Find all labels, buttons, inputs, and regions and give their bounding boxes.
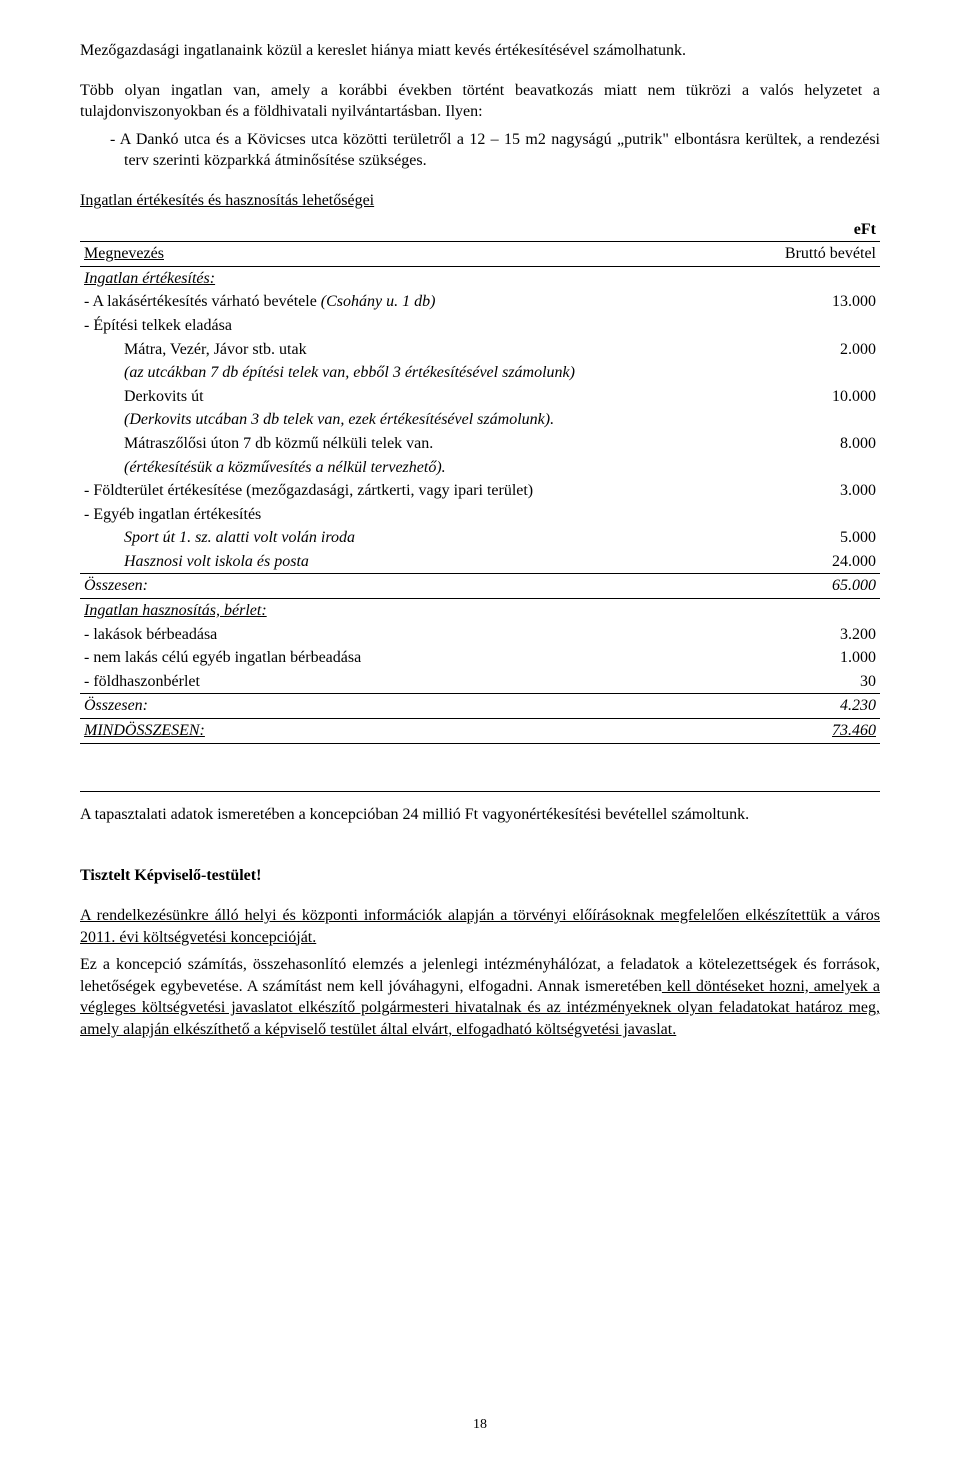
table-row: Mátraszőlősi úton 7 db közmű nélküli tel… xyxy=(80,432,880,456)
table-row: (Derkovits utcában 3 db telek van, ezek … xyxy=(80,408,880,432)
paragraph: Ez a koncepció számítás, összehasonlító … xyxy=(80,954,880,1040)
header-row: Megnevezés Bruttó bevétel xyxy=(80,242,880,267)
table-row: - Építési telkek eladása xyxy=(80,314,880,338)
row-label: Mátra, Vezér, Jávor stb. utak xyxy=(80,338,732,362)
header-right: Bruttó bevétel xyxy=(732,242,880,267)
row-value: 10.000 xyxy=(732,385,880,409)
row-label: - A lakásértékesítés várható bevétele (C… xyxy=(84,293,435,310)
table-row: Sport út 1. sz. alatti volt volán iroda … xyxy=(80,526,880,550)
group-title: Ingatlan értékesítés: xyxy=(84,270,215,287)
paragraph: A rendelkezésünkre álló helyi és központ… xyxy=(80,905,880,948)
group-title-row: Ingatlan hasznosítás, bérlet: xyxy=(80,599,880,623)
table-row: (az utcákban 7 db építési telek van, ebb… xyxy=(80,361,880,385)
row-value: 24.000 xyxy=(732,550,880,574)
row-label: - lakások bérbeadása xyxy=(80,623,732,647)
row-label: Sport út 1. sz. alatti volt volán iroda xyxy=(80,526,732,550)
document-page: Mezőgazdasági ingatlanaink közül a keres… xyxy=(0,0,960,1463)
row-label: - Építési telkek eladása xyxy=(80,314,880,338)
paragraph: Mezőgazdasági ingatlanaink közül a keres… xyxy=(80,40,880,62)
row-value: 2.000 xyxy=(732,338,880,362)
page-number: 18 xyxy=(0,1417,960,1433)
subtotal-row: Összesen: 65.000 xyxy=(80,574,880,599)
grand-label: MINDÖSSZESEN: xyxy=(84,722,205,739)
table-row: - A lakásértékesítés várható bevétele (C… xyxy=(80,290,880,314)
grand-total-row: MINDÖSSZESEN: 73.460 xyxy=(80,719,880,744)
subtotal-value: 65.000 xyxy=(732,574,880,599)
table-row: Hasznosi volt iskola és posta 24.000 xyxy=(80,550,880,574)
paragraph: A tapasztalati adatok ismeretében a konc… xyxy=(80,804,880,826)
subtotal-label: Összesen: xyxy=(80,694,732,719)
row-value: 13.000 xyxy=(732,290,880,314)
row-value: 3.200 xyxy=(732,623,880,647)
revenue-table: eFt Megnevezés Bruttó bevétel Ingatlan é… xyxy=(80,218,880,792)
group-title-row: Ingatlan értékesítés: xyxy=(80,266,880,290)
row-note: (értékesítésük a közművesítés a nélkül t… xyxy=(80,456,880,480)
table-row: Mátra, Vezér, Jávor stb. utak 2.000 xyxy=(80,338,880,362)
row-label: Derkovits út xyxy=(80,385,732,409)
empty-row xyxy=(80,743,880,767)
row-label: Hasznosi volt iskola és posta xyxy=(80,550,732,574)
subtotal-value: 4.230 xyxy=(732,694,880,719)
group-title: Ingatlan hasznosítás, bérlet: xyxy=(84,602,267,619)
row-note: (Derkovits utcában 3 db telek van, ezek … xyxy=(80,408,880,432)
row-note: (az utcákban 7 db építési telek van, ebb… xyxy=(80,361,880,385)
table-row: Derkovits út 10.000 xyxy=(80,385,880,409)
bullet-item: - A Dankó utca és a Kövicses utca között… xyxy=(80,129,880,172)
salutation: Tisztelt Képviselő-testület! xyxy=(80,865,880,887)
section-heading: Ingatlan értékesítés és hasznosítás lehe… xyxy=(80,190,880,212)
row-value: 30 xyxy=(732,670,880,694)
table-row: - Földterület értékesítése (mezőgazdaság… xyxy=(80,479,880,503)
row-value: 3.000 xyxy=(732,479,880,503)
subtotal-label: Összesen: xyxy=(80,574,732,599)
grand-value: 73.460 xyxy=(832,722,876,739)
paragraph: Több olyan ingatlan van, amely a korábbi… xyxy=(80,80,880,123)
table-row: - Egyéb ingatlan értékesítés xyxy=(80,503,880,527)
unit-row: eFt xyxy=(80,218,880,242)
unit-cell: eFt xyxy=(732,218,880,242)
header-left: Megnevezés xyxy=(84,245,164,262)
row-label: - földhaszonbérlet xyxy=(80,670,732,694)
table-row: (értékesítésük a közművesítés a nélkül t… xyxy=(80,456,880,480)
row-value: 1.000 xyxy=(732,646,880,670)
row-value: 8.000 xyxy=(732,432,880,456)
table-row: - földhaszonbérlet 30 xyxy=(80,670,880,694)
row-label: - Földterület értékesítése (mezőgazdaság… xyxy=(80,479,732,503)
table-row: - lakások bérbeadása 3.200 xyxy=(80,623,880,647)
subtotal-row: Összesen: 4.230 xyxy=(80,694,880,719)
row-label: - nem lakás célú egyéb ingatlan bérbeadá… xyxy=(80,646,732,670)
table-row: - nem lakás célú egyéb ingatlan bérbeadá… xyxy=(80,646,880,670)
empty-row xyxy=(80,767,880,791)
row-label: Mátraszőlősi úton 7 db közmű nélküli tel… xyxy=(80,432,732,456)
row-value: 5.000 xyxy=(732,526,880,550)
row-label: - Egyéb ingatlan értékesítés xyxy=(80,503,880,527)
